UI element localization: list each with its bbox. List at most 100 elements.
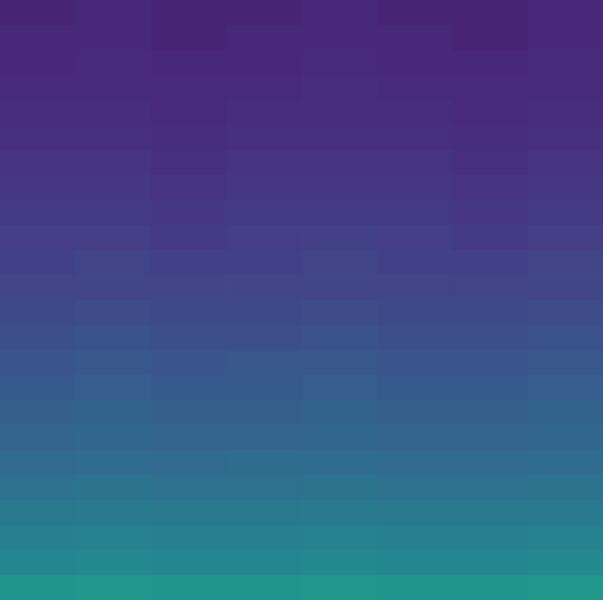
heatmap-cell	[452, 250, 528, 276]
heatmap-cell	[226, 400, 302, 426]
heatmap-cell	[302, 475, 378, 501]
heatmap-cell	[226, 175, 302, 201]
heatmap-cell	[0, 150, 76, 176]
heatmap-cell	[75, 300, 151, 326]
heatmap-cell	[452, 200, 528, 226]
heatmap-cell	[75, 350, 151, 376]
heatmap-cell	[151, 175, 227, 201]
heatmap-cell	[151, 400, 227, 426]
heatmap-cell	[0, 225, 76, 251]
heatmap-cell	[377, 550, 453, 576]
heatmap-cell	[377, 500, 453, 526]
heatmap-cell	[377, 25, 453, 51]
heatmap-cell	[151, 325, 227, 351]
heatmap-cell	[226, 100, 302, 126]
heatmap-cell	[0, 25, 76, 51]
heatmap-cell	[377, 400, 453, 426]
heatmap-cell	[528, 250, 603, 276]
heatmap-cell	[528, 475, 603, 501]
heatmap-cell	[452, 0, 528, 26]
heatmap-cell	[528, 300, 603, 326]
heatmap-cell	[151, 100, 227, 126]
heatmap-cell	[528, 275, 603, 301]
heatmap-cell	[452, 350, 528, 376]
heatmap-cell	[377, 75, 453, 101]
heatmap-cell	[452, 75, 528, 101]
heatmap-cell	[0, 550, 76, 576]
heatmap-cell	[151, 150, 227, 176]
heatmap-cell	[302, 300, 378, 326]
heatmap-cell	[151, 425, 227, 451]
heatmap-cell	[151, 0, 227, 26]
heatmap-cell	[302, 250, 378, 276]
heatmap-cell	[452, 225, 528, 251]
heatmap-cell	[0, 400, 76, 426]
heatmap-cell	[75, 250, 151, 276]
heatmap-cell	[528, 450, 603, 476]
heatmap-cell	[75, 550, 151, 576]
heatmap-cell	[377, 225, 453, 251]
heatmap-cell	[151, 250, 227, 276]
heatmap-cell	[151, 575, 227, 600]
heatmap-cell	[75, 500, 151, 526]
heatmap-cell	[528, 200, 603, 226]
heatmap-cell	[226, 50, 302, 76]
heatmap-cell	[377, 125, 453, 151]
heatmap-cell	[452, 175, 528, 201]
heatmap-cell	[452, 300, 528, 326]
heatmap-cell	[0, 75, 76, 101]
heatmap-cell	[377, 275, 453, 301]
heatmap-cell	[528, 125, 603, 151]
heatmap-cell	[302, 0, 378, 26]
heatmap-cell	[528, 25, 603, 51]
heatmap-cell	[0, 0, 76, 26]
heatmap-cell	[377, 175, 453, 201]
heatmap-cell	[0, 425, 76, 451]
heatmap-cell	[377, 475, 453, 501]
heatmap-cell	[377, 100, 453, 126]
heatmap-cell	[302, 50, 378, 76]
heatmap-cell	[226, 450, 302, 476]
heatmap-cell	[302, 150, 378, 176]
heatmap-cell	[226, 0, 302, 26]
heatmap-cell	[452, 125, 528, 151]
heatmap-cell	[302, 425, 378, 451]
heatmap-cell	[377, 525, 453, 551]
heatmap-cell	[226, 300, 302, 326]
heatmap-cell	[151, 500, 227, 526]
heatmap-cell	[226, 250, 302, 276]
heatmap-cell	[377, 0, 453, 26]
heatmap-cell	[151, 50, 227, 76]
heatmap-cell	[528, 50, 603, 76]
heatmap-cell	[452, 400, 528, 426]
heatmap-cell	[302, 500, 378, 526]
heatmap-cell	[377, 575, 453, 600]
heatmap-cell	[75, 75, 151, 101]
heatmap-cell	[377, 50, 453, 76]
heatmap-cell	[452, 25, 528, 51]
heatmap-cell	[528, 325, 603, 351]
heatmap-cell	[151, 550, 227, 576]
heatmap-cell	[452, 550, 528, 576]
heatmap-cell	[226, 375, 302, 401]
heatmap-cell	[0, 500, 76, 526]
heatmap-cell	[302, 325, 378, 351]
heatmap-cell	[0, 50, 76, 76]
heatmap-cell	[151, 25, 227, 51]
heatmap-cell	[302, 275, 378, 301]
heatmap-cell	[377, 375, 453, 401]
heatmap-cell	[151, 225, 227, 251]
heatmap-cell	[452, 325, 528, 351]
heatmap-cell	[75, 175, 151, 201]
heatmap-cell	[151, 350, 227, 376]
heatmap-cell	[528, 100, 603, 126]
heatmap-cell	[226, 75, 302, 101]
heatmap-cell	[452, 525, 528, 551]
heatmap-cell	[75, 375, 151, 401]
heatmap-cell	[377, 425, 453, 451]
heatmap-cell	[0, 250, 76, 276]
heatmap-cell	[75, 225, 151, 251]
heatmap-cell	[0, 100, 76, 126]
heatmap-cell	[151, 475, 227, 501]
heatmap-cell	[452, 575, 528, 600]
